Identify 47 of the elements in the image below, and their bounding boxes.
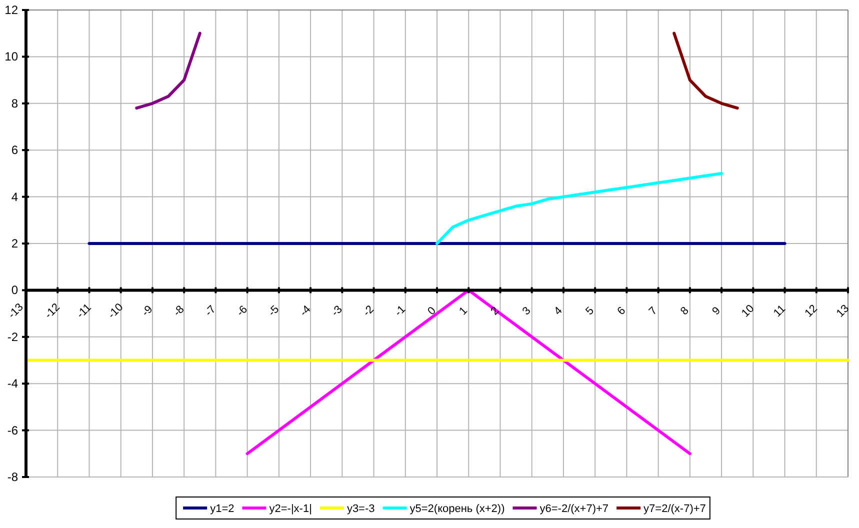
x-tick-label: 7 <box>646 304 660 318</box>
x-tick-label: 10 <box>740 302 757 320</box>
x-tick-label: 4 <box>552 304 565 318</box>
line-series <box>135 32 202 110</box>
y-tick-label: 6 <box>11 143 18 158</box>
x-tick-label: -5 <box>266 304 282 319</box>
legend-label: y7=2/(x-7)+7 <box>644 503 706 515</box>
x-tick-label: -11 <box>74 302 94 321</box>
y-tick-label: -8 <box>7 470 18 484</box>
x-tick-label: -10 <box>106 301 126 322</box>
y-tick-label: 0 <box>11 283 18 298</box>
x-tick-label: -13 <box>6 301 26 322</box>
x-tick-label: 0 <box>426 304 438 318</box>
x-tick-label: 2 <box>488 304 502 318</box>
x-tick-label: -8 <box>171 304 187 319</box>
x-tick-label: 1 <box>457 304 470 318</box>
x-tick-label: 8 <box>678 304 692 318</box>
x-tick-label: -7 <box>202 304 218 319</box>
y-tick-label: 12 <box>4 3 18 17</box>
y-tick-label: 10 <box>4 50 18 64</box>
y-tick-label: 8 <box>11 96 18 110</box>
x-tick-label: -6 <box>234 304 250 319</box>
legend-label: y2=-|x-1| <box>269 503 312 515</box>
line-series <box>672 32 739 110</box>
y-tick-label: -4 <box>7 376 18 391</box>
legend-label: y6=-2/(x+7)+7 <box>540 503 609 515</box>
legend-label: y3=-3 <box>346 503 375 515</box>
x-tick-label: 13 <box>834 302 852 320</box>
x-tick-label: 11 <box>771 302 788 320</box>
legend-label: y1=2 <box>210 503 234 515</box>
x-tick-label: 12 <box>802 302 820 320</box>
y-tick-label: -2 <box>7 330 18 344</box>
y-tick-label: 2 <box>11 236 18 250</box>
y-tick-label: 4 <box>11 190 18 204</box>
x-tick-label: 5 <box>584 304 596 318</box>
x-tick-label: -2 <box>361 304 376 319</box>
legend-label: y5=2(корень (x+2)) <box>410 503 505 515</box>
x-tick-label: -9 <box>140 304 156 319</box>
line-series <box>436 172 724 245</box>
x-tick-label: -1 <box>392 304 408 319</box>
x-tick-label: 6 <box>615 304 628 318</box>
x-tick-label: 9 <box>710 304 723 318</box>
y-tick-label: -6 <box>7 423 18 438</box>
x-tick-label: -3 <box>329 304 345 319</box>
x-tick-label: 3 <box>520 304 534 318</box>
x-tick-label: -12 <box>42 301 62 322</box>
x-tick-label: -4 <box>298 304 314 319</box>
